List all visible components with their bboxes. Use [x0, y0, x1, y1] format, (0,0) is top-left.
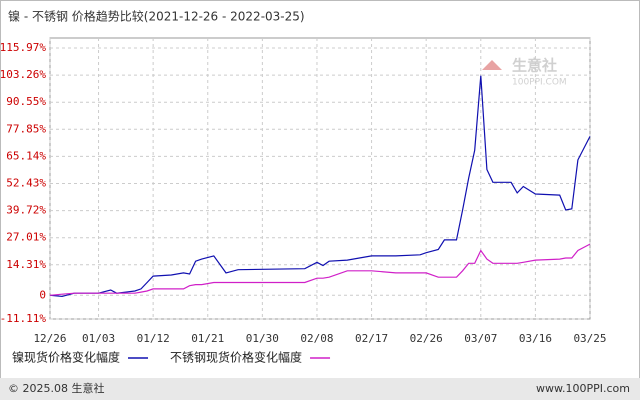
- x-tick-label: 02/17: [355, 332, 388, 345]
- y-tick-label: 14.31%: [6, 258, 46, 271]
- x-tick-label: 03/25: [573, 332, 606, 345]
- y-tick-label: 39.72%: [6, 204, 46, 217]
- y-tick-label: 103.26%: [0, 68, 46, 81]
- watermark: 生意社 100PPI.COM: [482, 57, 567, 88]
- watermark-text: 生意社: [512, 57, 557, 75]
- y-tick-label: -11.11%: [0, 312, 46, 325]
- x-tick-label: 12/26: [33, 332, 66, 345]
- legend-label: 镍现货价格变化幅度: [12, 350, 120, 365]
- y-tick-label: 52.43%: [6, 177, 46, 190]
- chart-title: 镍 - 不锈钢 价格趋势比较(2021-12-26 - 2022-03-25): [8, 9, 305, 24]
- footer-right: www.100PPI.com: [536, 382, 630, 395]
- x-tick-label: 03/07: [464, 332, 497, 345]
- x-tick-label: 03/16: [519, 332, 552, 345]
- x-tick-label: 02/26: [410, 332, 443, 345]
- series-line: [49, 243, 591, 296]
- x-tick-label: 01/30: [246, 332, 279, 345]
- y-tick-label: 0: [39, 288, 46, 301]
- y-tick-label: 115.97%: [0, 41, 46, 54]
- footer-left: © 2025.08 生意社: [8, 381, 104, 395]
- series-line: [49, 75, 591, 298]
- y-tick-label: 65.14%: [6, 149, 46, 162]
- y-tick-label: 77.85%: [6, 122, 46, 135]
- x-tick-label: 01/03: [82, 332, 115, 345]
- x-tick-label: 01/21: [191, 332, 224, 345]
- x-tick-label: 02/08: [300, 332, 333, 345]
- y-tick-label: 90.55%: [6, 95, 46, 108]
- watermark-icon: [482, 60, 502, 70]
- watermark-text: 100PPI.COM: [512, 78, 567, 88]
- x-tick-label: 01/12: [137, 332, 170, 345]
- y-tick-label: 27.01%: [6, 231, 46, 244]
- footer-band: [0, 378, 640, 400]
- legend-label: 不锈钢现货价格变化幅度: [170, 350, 302, 365]
